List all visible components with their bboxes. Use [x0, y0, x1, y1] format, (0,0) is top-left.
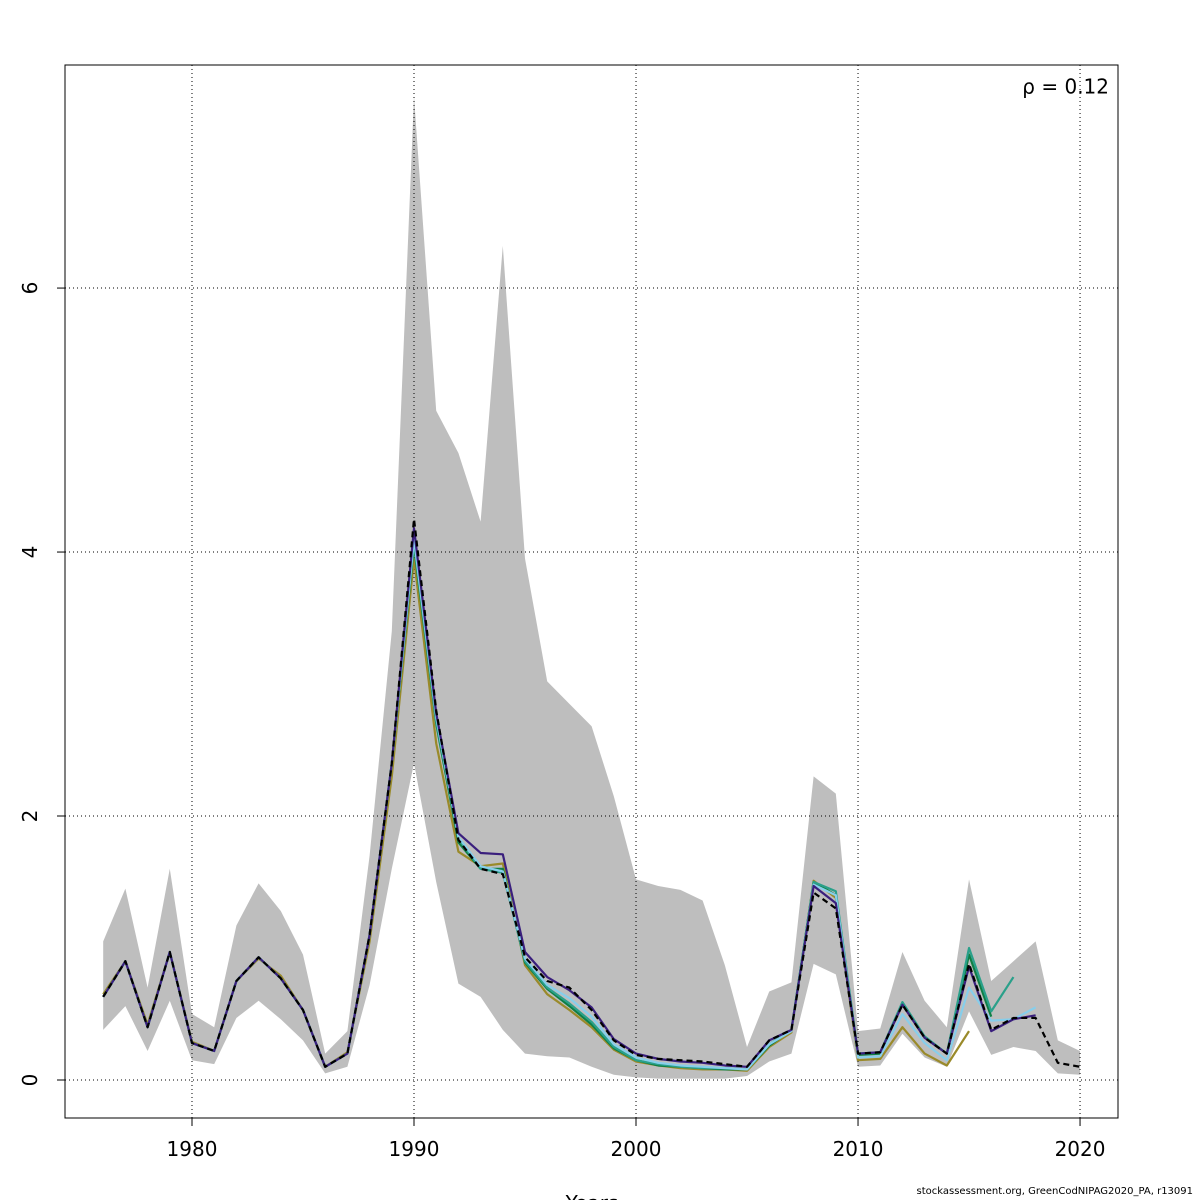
- series-line: [102, 517, 1081, 1068]
- footer: stockassessment.org, GreenCodNIPAG2020_P…: [917, 1186, 1194, 1197]
- x-tick-label: 1990: [389, 1137, 440, 1161]
- y-tick-label: 2: [18, 810, 42, 823]
- y-tick-label: 4: [18, 546, 42, 559]
- x-tick-label: 2000: [611, 1137, 662, 1161]
- y-tick-label: 6: [18, 282, 42, 295]
- x-tick-label: 2010: [833, 1137, 884, 1161]
- x-tick-label: 2020: [1055, 1137, 1106, 1161]
- x-axis-label: Years: [565, 1191, 619, 1200]
- x-tick-label: 1980: [167, 1137, 218, 1161]
- plot-frame: [64, 64, 1119, 1119]
- y-tick-label: 0: [18, 1074, 42, 1087]
- annotation: ρ = 0.12: [1022, 75, 1109, 99]
- confidence-band: [103, 96, 1081, 1079]
